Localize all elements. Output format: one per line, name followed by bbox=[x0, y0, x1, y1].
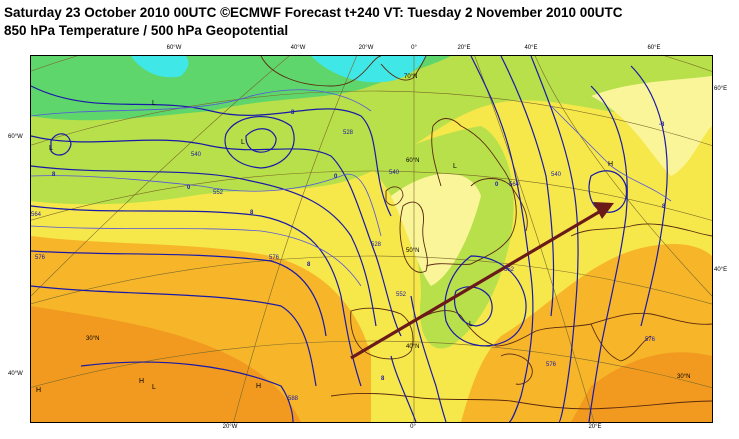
low-pressure-center: L bbox=[469, 321, 473, 328]
isotherm-label: 8 bbox=[307, 262, 311, 268]
tick-top-60e: 60°E bbox=[647, 45, 661, 51]
low-pressure-center: L bbox=[152, 384, 156, 391]
trajectory-arrow bbox=[350, 202, 614, 360]
isotherm-label: 8 bbox=[250, 210, 254, 216]
chart-subtitle: 850 hPa Temperature / 500 hPa Geopotenti… bbox=[4, 23, 289, 38]
tick-top-20e: 20°E bbox=[457, 45, 471, 51]
isotherms bbox=[31, 89, 672, 287]
lat-label-50n: 50°N bbox=[406, 248, 419, 254]
contour-label: 552 bbox=[396, 292, 407, 298]
isotherm-label: 0 bbox=[334, 174, 338, 180]
lat-label-60n: 60°N bbox=[406, 158, 419, 164]
tick-right-60e: 60°E bbox=[714, 86, 728, 92]
tick-left-60w: 60°W bbox=[8, 134, 23, 140]
isotherm-label: 8 bbox=[662, 204, 666, 210]
title-block: Saturday 23 October 2010 00UTC ©ECMWF Fo… bbox=[4, 4, 735, 40]
chart-title: Saturday 23 October 2010 00UTC ©ECMWF Fo… bbox=[4, 5, 623, 20]
high-pressure-center: H bbox=[139, 378, 144, 385]
contour-label: 528 bbox=[343, 130, 354, 136]
lat-label-30n-left: 30°N bbox=[86, 336, 99, 342]
temperature-shading bbox=[31, 56, 712, 422]
high-pressure-center: H bbox=[256, 383, 261, 390]
isotherm-label: 8 bbox=[381, 376, 385, 382]
contour-label: 576 bbox=[645, 337, 656, 343]
low-pressure-center: L bbox=[453, 163, 457, 170]
contour-label: 576 bbox=[546, 362, 557, 368]
weather-map[interactable]: 70°N 60°N 50°N 40°N 30°N 30°N 528 540 55… bbox=[31, 56, 712, 422]
tick-top-40e: 40°E bbox=[524, 45, 538, 51]
tick-top-40w: 40°W bbox=[290, 45, 306, 51]
isotherm-label: 0 bbox=[187, 185, 191, 191]
contour-label: 540 bbox=[191, 152, 202, 158]
tick-top-20w: 20°W bbox=[358, 45, 374, 51]
coastlines bbox=[260, 56, 712, 410]
contour-label: 564 bbox=[31, 212, 42, 218]
isotherm-label: 8 bbox=[52, 172, 56, 178]
contour-label: 528 bbox=[371, 242, 382, 248]
high-pressure-center: H bbox=[36, 387, 41, 394]
tick-bottom-0: 0° bbox=[410, 424, 416, 430]
low-pressure-center: L bbox=[49, 145, 53, 152]
contour-label: 588 bbox=[288, 396, 299, 402]
geopotential-contours bbox=[31, 56, 668, 422]
map-frame[interactable]: 70°N 60°N 50°N 40°N 30°N 30°N 528 540 55… bbox=[30, 55, 713, 423]
contour-label: 540 bbox=[389, 170, 400, 176]
lat-label-30n-right: 30°N bbox=[677, 374, 690, 380]
tick-right-40e: 40°E bbox=[714, 267, 728, 273]
contour-label: 576 bbox=[35, 255, 46, 261]
tick-top-60w: 60°W bbox=[166, 45, 182, 51]
isotherm-label: 0 bbox=[495, 182, 499, 188]
contour-label: 552 bbox=[504, 267, 515, 273]
lat-label-40n: 40°N bbox=[406, 344, 419, 350]
tick-bottom-20w: 20°W bbox=[222, 424, 238, 430]
high-pressure-center: H bbox=[608, 161, 613, 168]
tick-left-40w: 40°W bbox=[8, 371, 23, 377]
tick-bottom-20e: 20°E bbox=[588, 424, 602, 430]
tick-top-0: 0° bbox=[411, 45, 417, 51]
lat-label-70n: 70°N bbox=[404, 74, 417, 80]
low-pressure-center: L bbox=[152, 100, 156, 107]
contour-label: 576 bbox=[269, 255, 280, 261]
isotherm-label: -8 bbox=[659, 122, 665, 128]
contour-label: 540 bbox=[551, 172, 562, 178]
low-pressure-center: L bbox=[241, 139, 245, 146]
isotherm-label: -8 bbox=[289, 110, 295, 116]
contour-label: 564 bbox=[509, 182, 520, 188]
contour-label: 552 bbox=[213, 190, 224, 196]
